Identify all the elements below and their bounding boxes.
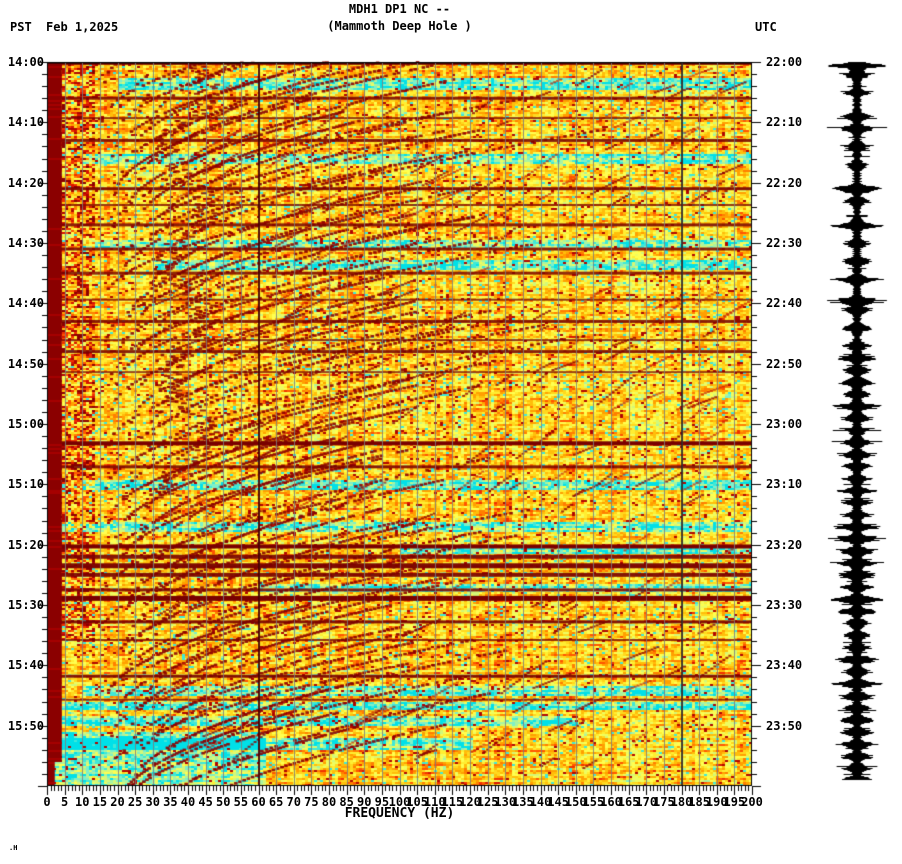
frequency-tick-label: 55 bbox=[233, 795, 249, 809]
date-label: Feb 1,2025 bbox=[46, 20, 119, 34]
utc-time-label: 22:00 bbox=[766, 55, 803, 69]
pst-time-label: 15:50 bbox=[7, 718, 44, 733]
frequency-tick-label: 95 bbox=[374, 795, 390, 809]
frequency-tick-label: 165 bbox=[617, 795, 640, 809]
frequency-tick-label: 150 bbox=[564, 795, 587, 809]
frequency-tick-label: 10 bbox=[75, 795, 90, 809]
frequency-tick-label: 175 bbox=[653, 795, 675, 809]
utc-time-label: 22:50 bbox=[766, 356, 803, 371]
frequency-tick-label: 90 bbox=[357, 795, 372, 809]
figure-title: MDH1 DP1 NC -- bbox=[348, 2, 451, 16]
frequency-tick-label: 70 bbox=[286, 795, 301, 809]
utc-time-label: 23:30 bbox=[766, 598, 803, 612]
pst-time-label: 15:00 bbox=[7, 417, 44, 431]
frequency-tick-label: 50 bbox=[216, 795, 231, 809]
frequency-tick-label: 160 bbox=[600, 795, 622, 809]
utc-time-label: 23:00 bbox=[766, 417, 803, 431]
pst-time-label: 14:40 bbox=[7, 296, 44, 311]
utc-time-label: 22:20 bbox=[766, 175, 803, 190]
utc-time-label: 22:10 bbox=[766, 115, 803, 130]
utc-time-label: 23:40 bbox=[766, 658, 803, 673]
frequency-tick-label: 125 bbox=[476, 795, 499, 809]
frequency-tick-label: 190 bbox=[705, 795, 728, 809]
frequency-tick-label: 35 bbox=[163, 795, 178, 809]
frequency-tick-label: 195 bbox=[723, 795, 746, 809]
frequency-tick-label: 40 bbox=[180, 795, 196, 809]
frequency-tick-label: 5 bbox=[61, 795, 69, 809]
figure-subtitle: (Mammoth Deep Hole ) bbox=[327, 19, 472, 33]
utc-time-label: 22:30 bbox=[766, 236, 803, 250]
timezone-right-label: UTC bbox=[755, 20, 777, 34]
frequency-tick-label: 180 bbox=[670, 795, 693, 809]
frequency-tick-label: 85 bbox=[339, 795, 354, 809]
frequency-tick-label: 60 bbox=[251, 795, 266, 809]
pst-time-label: 14:10 bbox=[7, 115, 44, 130]
frequency-tick-label: 200 bbox=[741, 795, 763, 809]
frequency-tick-label: 110 bbox=[423, 795, 446, 809]
frequency-tick-label: 140 bbox=[529, 795, 552, 809]
utc-time-label: 22:40 bbox=[766, 296, 803, 311]
frequency-tick-label: 15 bbox=[92, 795, 108, 809]
pst-time-label: 15:20 bbox=[7, 537, 44, 552]
frequency-tick-label: 100 bbox=[388, 795, 411, 809]
frequency-axis-title: FREQUENCY (HZ) bbox=[344, 806, 455, 821]
frequency-tick-label: 155 bbox=[582, 795, 605, 809]
pst-time-label: 14:20 bbox=[7, 175, 44, 190]
frequency-tick-label: 25 bbox=[127, 795, 143, 809]
frequency-tick-label: 30 bbox=[145, 795, 160, 809]
frequency-tick-label: 65 bbox=[268, 795, 284, 809]
utc-time-label: 23:20 bbox=[766, 537, 803, 552]
frequency-tick-label: 80 bbox=[321, 795, 337, 809]
frequency-tick-label: 120 bbox=[459, 795, 481, 809]
pst-time-label: 15:10 bbox=[7, 477, 44, 492]
frequency-tick-label: 75 bbox=[304, 795, 319, 809]
pst-time-label: 14:30 bbox=[7, 236, 44, 250]
utc-time-label: 23:10 bbox=[766, 477, 803, 492]
frequency-tick-label: 45 bbox=[198, 795, 213, 809]
frequency-tick-label: 115 bbox=[441, 795, 464, 809]
frequency-tick-label: 145 bbox=[547, 795, 569, 809]
frequency-tick-label: 105 bbox=[406, 795, 428, 809]
pst-time-label: 15:30 bbox=[7, 598, 44, 612]
pst-time-label: 14:50 bbox=[7, 356, 44, 371]
utc-time-label: 23:50 bbox=[766, 718, 803, 733]
frequency-tick-label: 20 bbox=[110, 795, 125, 809]
frequency-tick-label: 185 bbox=[688, 795, 710, 809]
frequency-tick-label: 0 bbox=[43, 795, 51, 809]
timezone-left-label: PST bbox=[10, 20, 32, 34]
frequency-tick-label: 135 bbox=[512, 795, 534, 809]
pst-time-label: 14:00 bbox=[7, 55, 44, 69]
frequency-tick-label: 130 bbox=[494, 795, 517, 809]
pst-time-label: 15:40 bbox=[7, 658, 44, 673]
corner-watermark: .H bbox=[9, 844, 18, 852]
frequency-tick-label: 170 bbox=[635, 795, 658, 809]
